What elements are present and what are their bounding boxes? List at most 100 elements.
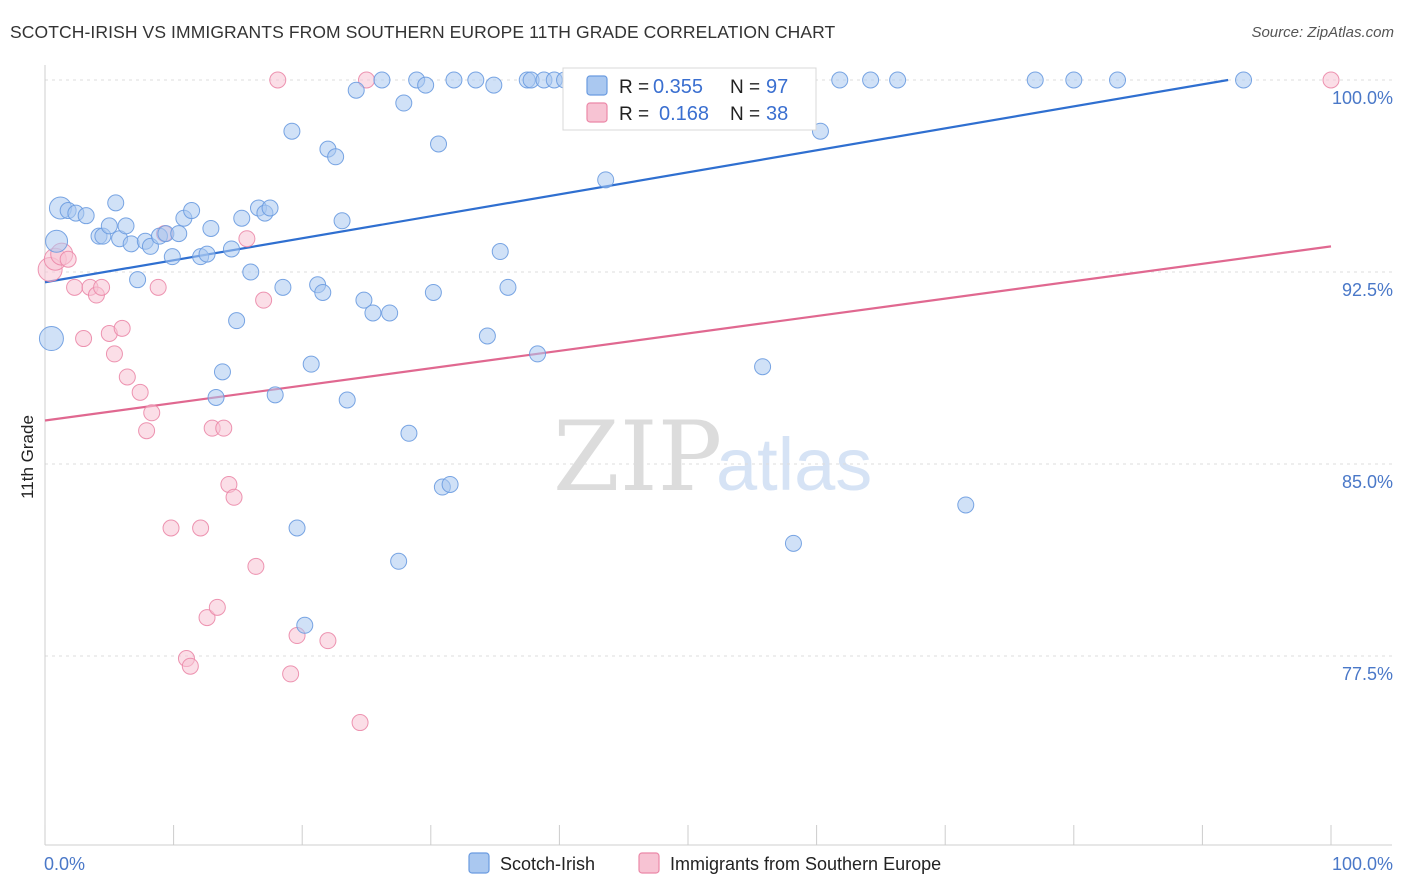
point-immigrants-southern-europe-5 (75, 330, 93, 348)
point-immigrants-southern-europe-25 (215, 419, 233, 437)
point-immigrants-southern-europe-31 (269, 71, 287, 89)
chart-source: Source: ZipAtlas.com (1251, 24, 1394, 41)
point-scotch-irish-90 (831, 71, 849, 89)
point-immigrants-southern-europe-10 (105, 345, 123, 363)
stats-swatch-blue (586, 75, 608, 96)
point-immigrants-southern-europe-21 (192, 519, 210, 537)
point-scotch-irish-39 (302, 355, 320, 373)
point-scotch-irish-28 (228, 312, 246, 330)
point-immigrants-southern-europe-37 (1322, 71, 1340, 89)
point-scotch-irish-47 (355, 291, 373, 309)
y-tick-labels: 100.0% 92.5% 85.0% 77.5% (1332, 88, 1393, 684)
trend-lines (44, 78, 1332, 422)
axes (44, 65, 1392, 846)
point-scotch-irish-35 (274, 278, 292, 296)
x-tick-label-max: 100.0% (1332, 854, 1393, 874)
point-scotch-irish-61 (467, 71, 485, 89)
point-scotch-irish-62 (478, 327, 496, 345)
points-immigrants-southern-europe (37, 71, 1340, 732)
stats-r-value-2: 0.168 (659, 103, 709, 125)
point-immigrants-southern-europe-20 (181, 657, 199, 675)
watermark-zip: ZIP (553, 401, 722, 513)
point-immigrants-southern-europe-15 (143, 404, 161, 422)
stats-n-value-1: 97 (766, 76, 788, 98)
point-immigrants-southern-europe-24 (208, 598, 226, 616)
point-scotch-irish-64 (491, 243, 509, 261)
point-scotch-irish-36 (283, 122, 301, 140)
point-scotch-irish-43 (327, 148, 345, 166)
point-scotch-irish-45 (338, 391, 356, 409)
point-scotch-irish-44 (333, 212, 351, 230)
point-scotch-irish-9 (107, 194, 125, 212)
point-scotch-irish-51 (390, 552, 408, 570)
point-scotch-irish-55 (417, 76, 435, 94)
point-immigrants-southern-europe-11 (113, 319, 131, 337)
point-scotch-irish-53 (400, 424, 418, 442)
point-immigrants-southern-europe-8 (93, 278, 111, 296)
point-scotch-irish-75 (597, 171, 615, 189)
trend-line-immigrants-southern-europe (44, 245, 1332, 422)
point-scotch-irish-11 (117, 217, 135, 235)
point-scotch-irish-13 (129, 271, 147, 289)
point-scotch-irish-68 (529, 345, 547, 363)
stats-n-label-2: N = (730, 104, 760, 125)
y-tick-label-1: 92.5% (1342, 280, 1393, 300)
point-scotch-irish-21 (183, 202, 201, 220)
bottom-legend: Scotch-Irish Immigrants from Southern Eu… (468, 852, 941, 874)
point-scotch-irish-86 (754, 358, 772, 376)
point-scotch-irish-91 (862, 71, 880, 89)
point-scotch-irish-56 (424, 283, 442, 301)
point-scotch-irish-5 (77, 207, 95, 225)
point-scotch-irish-63 (485, 76, 503, 94)
stats-r-label-2: R = (619, 104, 649, 125)
point-scotch-irish-92 (889, 71, 907, 89)
point-scotch-irish-95 (1065, 71, 1083, 89)
point-immigrants-southern-europe-16 (149, 278, 167, 296)
point-scotch-irish-94 (1026, 71, 1044, 89)
point-immigrants-southern-europe-4 (66, 278, 84, 296)
point-scotch-irish-60 (445, 71, 463, 89)
point-immigrants-southern-europe-13 (131, 383, 149, 401)
point-scotch-irish-41 (314, 283, 332, 301)
point-immigrants-southern-europe-3 (59, 250, 77, 268)
stats-n-value-2: 38 (766, 103, 788, 125)
point-immigrants-southern-europe-18 (162, 519, 180, 537)
x-tick-labels: 0.0% 100.0% (44, 854, 1393, 874)
point-scotch-irish-88 (784, 534, 802, 552)
y-tick-label-3: 77.5% (1342, 664, 1393, 684)
y-tick-label-0: 100.0% (1332, 88, 1393, 108)
legend-label-immigrants-southern-europe: Immigrants from Southern Europe (670, 854, 941, 874)
legend-label-scotch-irish: Scotch-Irish (500, 854, 595, 874)
point-scotch-irish-52 (395, 94, 413, 112)
points-scotch-irish (38, 71, 1253, 634)
point-scotch-irish-34 (266, 386, 284, 404)
stats-r-label-1: R = (619, 77, 649, 98)
chart-title: SCOTCH-IRISH VS IMMIGRANTS FROM SOUTHERN… (10, 22, 836, 42)
point-scotch-irish-38 (296, 616, 314, 634)
point-scotch-irish-24 (202, 219, 220, 237)
point-scotch-irish-27 (222, 240, 240, 258)
point-scotch-irish-49 (373, 71, 391, 89)
point-immigrants-southern-europe-32 (282, 665, 300, 683)
point-immigrants-southern-europe-14 (138, 422, 156, 440)
point-immigrants-southern-europe-22 (198, 609, 216, 627)
point-scotch-irish-96 (1109, 71, 1127, 89)
point-scotch-irish-57 (430, 135, 448, 153)
point-scotch-irish-25 (207, 388, 225, 406)
stats-r-value-1: 0.355 (653, 76, 703, 98)
point-immigrants-southern-europe-12 (118, 368, 136, 386)
point-scotch-irish-1 (45, 229, 69, 253)
point-scotch-irish-0 (38, 326, 64, 352)
point-scotch-irish-46 (347, 81, 365, 99)
trend-line-scotch-irish (44, 78, 1229, 284)
x-tick-label-min: 0.0% (44, 854, 85, 874)
legend-swatch-immigrants-southern-europe (638, 852, 660, 874)
legend-swatch-scotch-irish (468, 852, 490, 874)
point-scotch-irish-97 (1235, 71, 1253, 89)
watermark: ZIP atlas (553, 401, 872, 513)
point-scotch-irish-48 (364, 304, 382, 322)
point-scotch-irish-12 (122, 235, 140, 253)
point-scotch-irish-59 (441, 475, 459, 493)
point-scotch-irish-26 (213, 363, 231, 381)
